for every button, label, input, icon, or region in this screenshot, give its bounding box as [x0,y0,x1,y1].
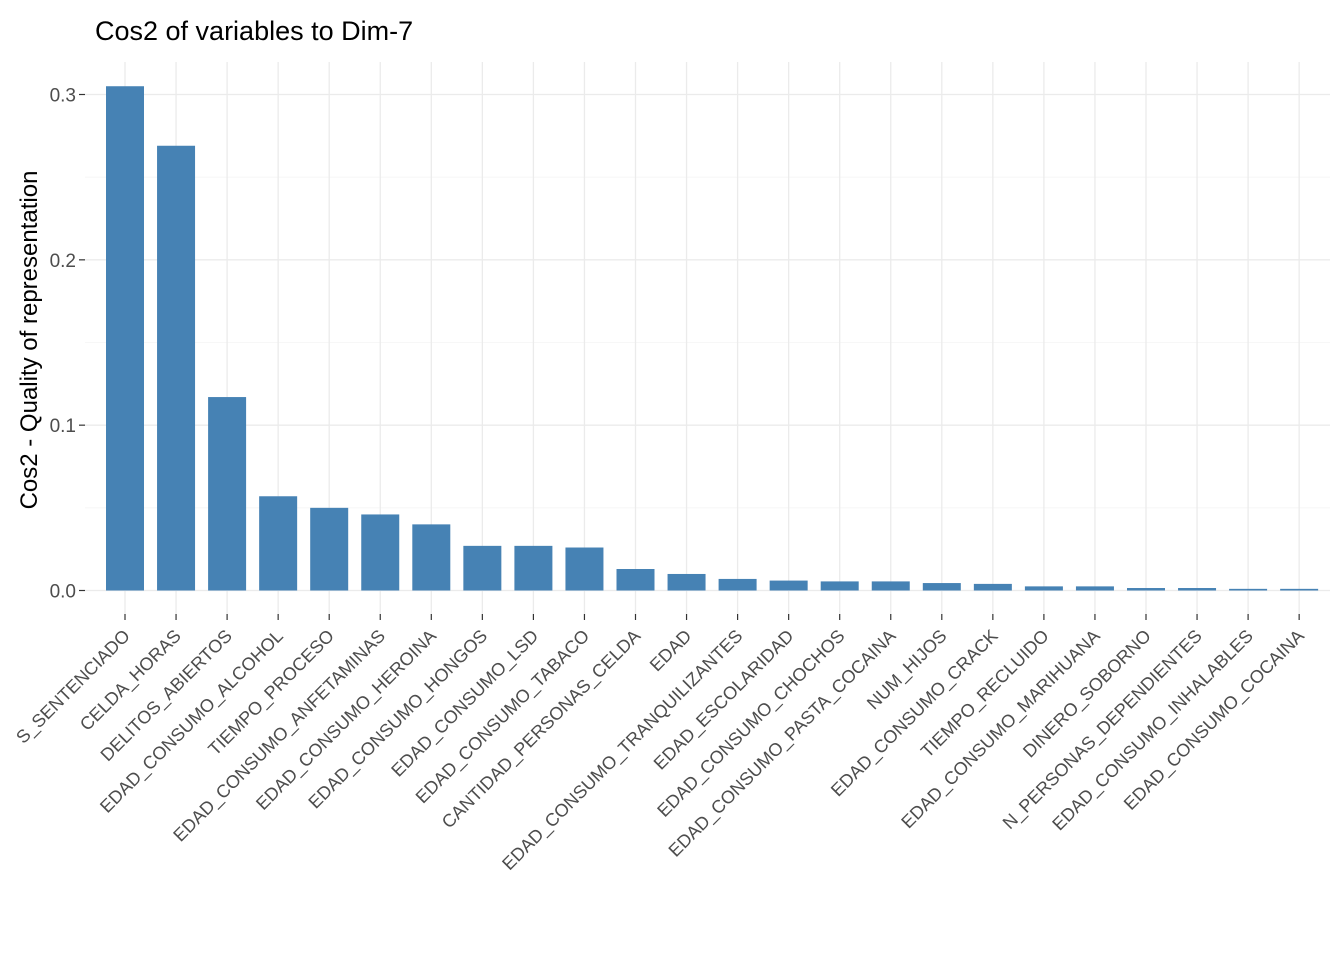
bar [616,569,655,591]
bar [157,145,196,591]
bar [1229,588,1268,591]
bar [820,581,859,591]
y-axis-label: Cos2 - Quality of representation [16,171,43,510]
bar [1280,588,1319,591]
bar [514,545,553,591]
bar [769,580,808,591]
bar [973,583,1012,591]
bar [922,583,961,591]
grid-lines [85,62,1330,615]
x-tick-label: EDAD [646,626,696,676]
y-tick-label: 0.1 [50,416,76,437]
bar [259,496,298,591]
chart-title: Cos2 of variables to Dim-7 [95,16,413,46]
bar [310,507,349,591]
bar [412,524,451,591]
x-axis: S_SENTENCIADOCELDA_HORASDELITOS_ABIERTOS… [12,614,1309,875]
bar [106,86,144,591]
y-tick-label: 0.3 [50,86,76,107]
bar [208,397,247,591]
bar [565,547,604,591]
y-axis: 0.0 0.1 0.2 0.3 [50,86,85,603]
bar [1024,586,1063,591]
y-tick-label: 0.0 [50,582,76,603]
bar [1075,586,1114,591]
bars [106,86,1319,591]
bar [871,581,910,591]
bar [1178,588,1217,591]
x-tick-label: EDAD_CONSUMO_CHOCHOS [653,626,849,822]
bar [718,578,757,591]
bar [361,514,400,591]
y-tick-label: 0.2 [50,251,76,272]
bar [1127,588,1165,591]
bar [463,545,502,591]
bar [667,573,706,591]
